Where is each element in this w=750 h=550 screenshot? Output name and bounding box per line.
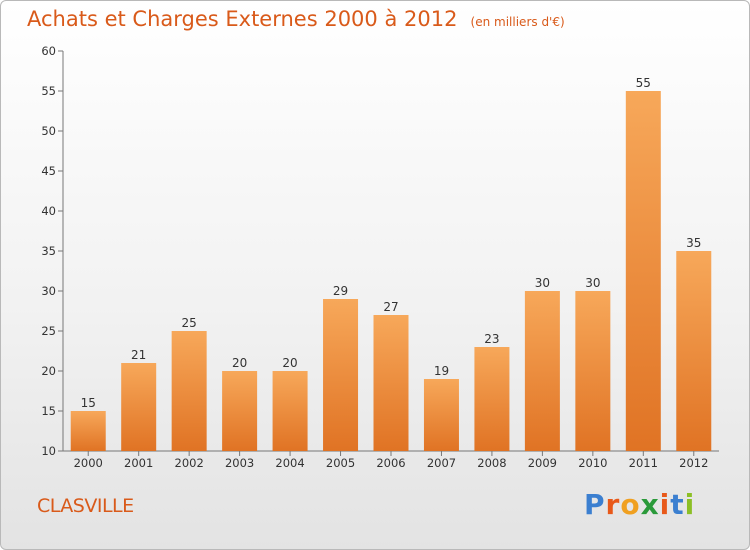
x-tick-label-2009: 2009 (528, 456, 557, 470)
x-tick-label-2006: 2006 (376, 456, 405, 470)
y-tick-label: 30 (41, 284, 56, 298)
x-tick-label-2001: 2001 (124, 456, 153, 470)
bar-2002 (171, 331, 207, 451)
x-tick-label-2007: 2007 (427, 456, 456, 470)
chart-bars (70, 91, 712, 451)
bar-2000 (70, 411, 106, 451)
bar-2012 (676, 251, 712, 451)
y-tick-label: 60 (41, 44, 56, 58)
y-tick-label: 35 (41, 244, 56, 258)
bar-2004 (272, 371, 308, 451)
x-tick-label-2002: 2002 (175, 456, 204, 470)
bar-2003 (222, 371, 258, 451)
logo-letter: t (670, 488, 685, 521)
logo-letter: o (620, 488, 641, 521)
y-tick-label: 45 (41, 164, 56, 178)
chart-labels: 2000 15 2001 21 2002 25 2003 20 2004 20 2005 29 2006… (74, 76, 709, 470)
bar-2007 (423, 379, 459, 451)
chart-subtitle: (en milliers d'€) (470, 15, 565, 29)
data-label-2011: 55 (636, 76, 651, 90)
x-tick-label-2004: 2004 (275, 456, 304, 470)
data-label-2010: 30 (585, 276, 600, 290)
bar-2011 (625, 91, 661, 451)
bar-2006 (373, 315, 409, 451)
bar-2010 (575, 291, 611, 451)
data-label-2000: 15 (81, 396, 96, 410)
town-name: CLASVILLE (37, 495, 134, 517)
bar-2005 (323, 299, 359, 451)
data-label-2001: 21 (131, 348, 146, 362)
y-tick-label: 55 (41, 84, 56, 98)
logo-letter: P (584, 488, 606, 521)
y-tick-label: 10 (41, 444, 56, 458)
logo-letter: x (640, 488, 660, 521)
logo-letter: i (659, 488, 671, 521)
y-tick-label: 40 (41, 204, 56, 218)
y-tick-label: 15 (41, 404, 56, 418)
x-tick-label-2003: 2003 (225, 456, 254, 470)
data-label-2007: 19 (434, 364, 449, 378)
y-tick-label: 50 (41, 124, 56, 138)
data-label-2003: 20 (232, 356, 247, 370)
logo-letter: r (605, 488, 621, 521)
bar-2008 (474, 347, 510, 451)
data-label-2008: 23 (484, 332, 499, 346)
data-label-2005: 29 (333, 284, 348, 298)
chart-title-block: Achats et Charges Externes 2000 à 2012 (… (27, 7, 565, 31)
x-tick-label-2011: 2011 (629, 456, 658, 470)
bar-2001 (121, 363, 157, 451)
x-tick-label-2005: 2005 (326, 456, 355, 470)
bar-2009 (524, 291, 560, 451)
y-tick-label: 20 (41, 364, 56, 378)
x-tick-label-2000: 2000 (74, 456, 103, 470)
x-tick-label-2008: 2008 (477, 456, 506, 470)
y-tick-label: 25 (41, 324, 56, 338)
data-label-2004: 20 (282, 356, 297, 370)
data-label-2006: 27 (383, 300, 398, 314)
logo-letter: i (684, 488, 696, 521)
data-label-2009: 30 (535, 276, 550, 290)
data-label-2002: 25 (182, 316, 197, 330)
x-tick-label-2010: 2010 (578, 456, 607, 470)
x-tick-label-2012: 2012 (679, 456, 708, 470)
proxiti-logo: Proxiti (584, 488, 695, 521)
chart-axes: 10 15 20 25 30 35 40 45 50 55 60 (41, 44, 719, 458)
chart-title: Achats et Charges Externes 2000 à 2012 (27, 7, 458, 31)
data-label-2012: 35 (686, 236, 701, 250)
